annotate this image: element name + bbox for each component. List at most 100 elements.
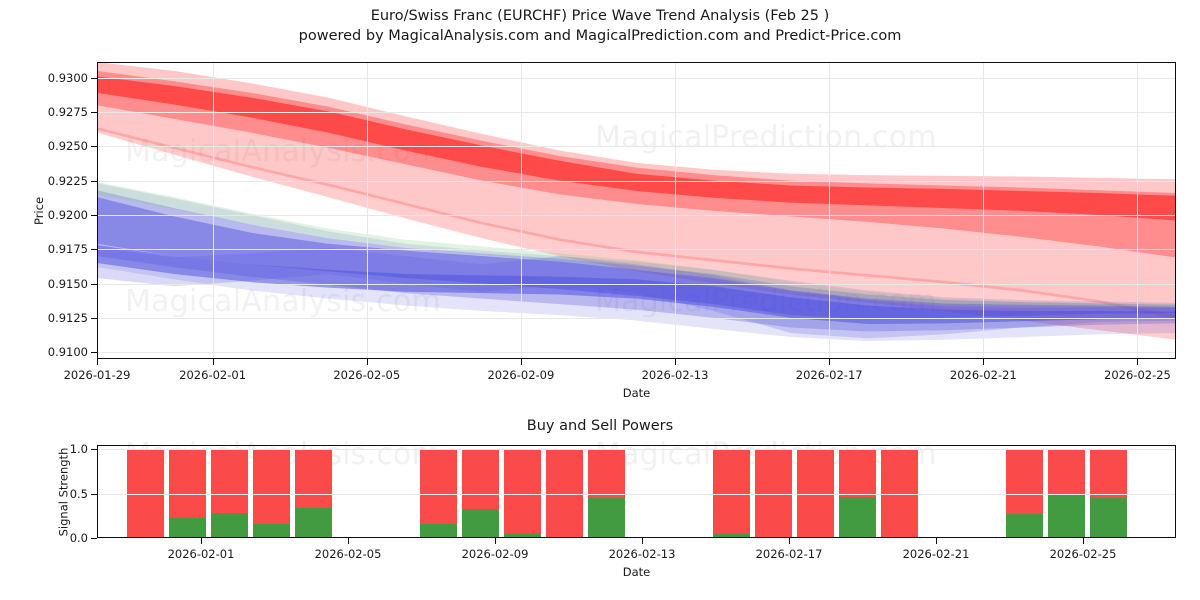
price-gridline-v: [983, 62, 985, 359]
buy-sell-powers-panel: MagicalAnalysis.com MagicalPrediction.co…: [56, 437, 1176, 579]
sell-power-segment: [712, 449, 750, 535]
price-ytick-label: 0.9300: [47, 70, 88, 85]
price-ytick: [91, 317, 97, 319]
bars-yaxis-title: Signal Strength: [56, 447, 71, 536]
bars-plot-frame: [97, 445, 1176, 538]
price-xtick-label: 2026-02-25: [1104, 368, 1171, 382]
sell-power-segment: [838, 449, 876, 498]
sell-power-segment: [210, 449, 248, 514]
bars-ytick-label: 0.0: [69, 531, 88, 545]
price-gridline-v: [520, 62, 522, 359]
price-gridline-h: [97, 112, 1176, 114]
bars-plot-area: [97, 445, 1176, 538]
buy-power-segment: [210, 513, 248, 538]
sell-power-segment: [503, 449, 541, 534]
bars-ytick-label: 0.5: [69, 486, 88, 501]
bars-xtick: [348, 538, 349, 544]
bars-ytick: [91, 493, 97, 495]
price-xtick: [520, 359, 522, 365]
price-wave-panel: MagicalAnalysis.com MagicalPrediction.co…: [32, 62, 1176, 400]
price-plot-frame: [97, 62, 1176, 359]
price-ytick: [91, 214, 97, 216]
price-xtick-label: 2026-02-21: [949, 368, 1017, 382]
price-xtick-label: 2026-02-05: [333, 368, 401, 382]
signal-bar[interactable]: [294, 449, 332, 538]
price-xtick: [212, 359, 214, 365]
buy-power-segment: [168, 517, 206, 538]
bars-ytick: [91, 538, 97, 539]
bars-xtick: [936, 538, 937, 544]
signal-bar[interactable]: [503, 449, 541, 538]
price-ytick: [91, 180, 97, 182]
buy-power-segment: [712, 534, 750, 538]
buy-power-segment: [1047, 493, 1085, 538]
price-gridline-v: [829, 62, 831, 359]
sell-power-segment: [1047, 449, 1085, 494]
price-ytick: [91, 249, 97, 251]
sell-power-segment: [252, 449, 290, 524]
price-xtick-label: 2026-01-29: [63, 368, 131, 382]
price-gridline-h: [97, 352, 1176, 354]
bars-xtick: [789, 538, 790, 544]
price-xtick: [366, 359, 368, 365]
bars-xtick-label: 2026-02-05: [314, 547, 382, 561]
signal-bar[interactable]: [210, 449, 248, 538]
bars-xtick-label: 2026-02-01: [167, 547, 235, 561]
bars-xtick: [495, 538, 496, 544]
chart-title-block: Euro/Swiss Franc (EURCHF) Price Wave Tre…: [0, 6, 1200, 46]
price-xtick-label: 2026-02-01: [179, 368, 247, 382]
signal-bar[interactable]: [838, 449, 876, 538]
buy-power-segment: [252, 523, 290, 538]
signal-bar[interactable]: [419, 449, 457, 538]
price-ytick-label: 0.9100: [47, 345, 88, 360]
price-xtick-label: 2026-02-09: [487, 368, 555, 382]
bars-gridline-h: [97, 449, 1176, 451]
price-ytick-label: 0.9175: [47, 242, 88, 257]
sell-power-segment: [587, 449, 625, 499]
price-gridline-h: [97, 214, 1176, 216]
price-gridline-v: [212, 62, 214, 359]
signal-bar[interactable]: [1089, 449, 1127, 538]
price-gridline-h: [97, 77, 1176, 79]
price-ytick: [91, 77, 97, 79]
signal-bar[interactable]: [712, 449, 750, 538]
price-gridline-v: [1137, 62, 1139, 359]
price-ytick: [91, 283, 97, 285]
price-xtick-label: 2026-02-17: [795, 368, 863, 382]
signal-bar[interactable]: [1005, 449, 1043, 538]
page-subtitle: powered by MagicalAnalysis.com and Magic…: [298, 28, 902, 44]
price-ytick-label: 0.9250: [47, 139, 88, 154]
buy-power-segment: [461, 508, 499, 538]
signal-bar[interactable]: [587, 449, 625, 538]
bars-xtick-label: 2026-02-09: [461, 547, 529, 561]
bars-xtick: [1083, 538, 1084, 544]
signal-bar[interactable]: [1047, 449, 1085, 538]
bars-xtick: [201, 538, 202, 544]
buy-power-segment: [587, 498, 625, 538]
price-ytick-label: 0.9225: [47, 173, 88, 188]
wave-band-sell-band-core: [97, 76, 1176, 221]
bars-xtick-label: 2026-02-25: [1049, 547, 1117, 561]
signal-bar[interactable]: [252, 449, 290, 538]
price-gridline-v: [366, 62, 368, 359]
bars-gridline-h: [97, 493, 1176, 495]
price-ytick-label: 0.9125: [47, 310, 88, 325]
buy-power-segment: [1005, 514, 1043, 538]
buy-power-segment: [838, 497, 876, 538]
signal-bar[interactable]: [168, 449, 206, 538]
bars-ytick-label: 1.0: [69, 442, 88, 457]
wave-band-sell-band-lower-tail: [97, 127, 1176, 340]
buy-sell-powers-title: Buy and Sell Powers: [526, 418, 674, 434]
price-gridline-h: [97, 283, 1176, 285]
sell-power-segment: [1089, 449, 1127, 499]
buy-power-segment: [503, 533, 541, 538]
sell-power-segment: [419, 449, 457, 524]
price-ytick-label: 0.9200: [47, 207, 88, 222]
price-xtick: [675, 359, 677, 365]
sell-power-segment: [1005, 449, 1043, 515]
price-ytick: [91, 352, 97, 354]
page-title: Euro/Swiss Franc (EURCHF) Price Wave Tre…: [370, 8, 830, 24]
signal-bar[interactable]: [461, 449, 499, 538]
price-xtick-label: 2026-02-13: [641, 368, 709, 382]
